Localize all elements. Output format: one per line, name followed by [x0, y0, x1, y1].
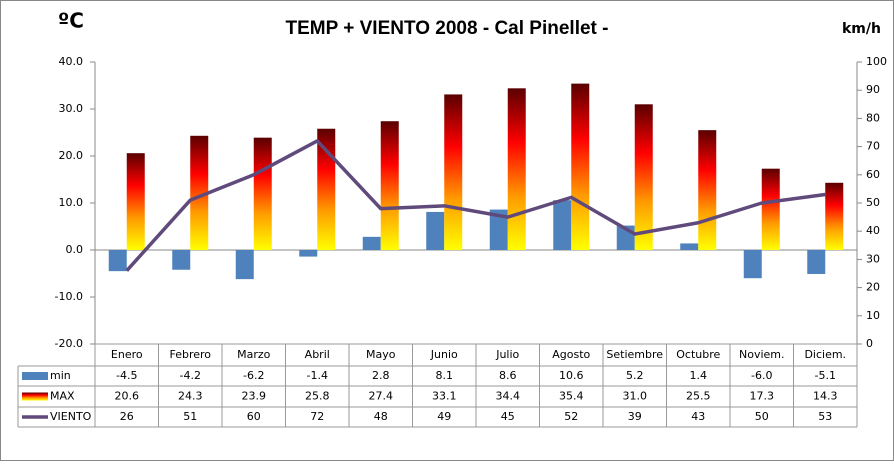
bar [108, 250, 127, 272]
table-value: 50 [755, 410, 769, 423]
table-value: 51 [183, 410, 197, 423]
y-tick-label: 20.0 [59, 149, 84, 162]
bar [190, 135, 209, 250]
bar [553, 200, 572, 250]
bar [743, 250, 762, 279]
y2-tick-label: 10 [866, 309, 880, 322]
x-tick-label: Setiembre [606, 348, 663, 361]
table-value: 33.1 [432, 390, 457, 403]
table-value: 5.2 [626, 369, 644, 382]
table-value: 2.8 [372, 369, 390, 382]
bar [235, 250, 254, 280]
table-value: 60 [247, 410, 261, 423]
bar [807, 250, 826, 274]
table-value: 20.6 [115, 390, 140, 403]
y-tick-label: 30.0 [59, 102, 84, 115]
chart-title: TEMP + VIENTO 2008 - Cal Pinellet - [286, 18, 609, 39]
x-tick-label: Diciem. [804, 348, 846, 361]
y2-tick-label: 40 [866, 224, 880, 237]
x-tick-label: Marzo [237, 348, 271, 361]
bar [317, 128, 336, 250]
table-value: 35.4 [559, 390, 584, 403]
table-value: 24.3 [178, 390, 203, 403]
y2-tick-label: 80 [866, 111, 880, 124]
bar [299, 250, 318, 257]
legend-label: VIENTO [50, 410, 92, 423]
table-value: 72 [310, 410, 324, 423]
bar [698, 130, 717, 250]
y2-tick-label: 30 [866, 252, 880, 265]
y-tick-label: -10.0 [55, 290, 83, 303]
table-value: 14.3 [813, 390, 838, 403]
bar [825, 182, 844, 250]
x-tick-label: Octubre [676, 348, 720, 361]
x-tick-label: Febrero [169, 348, 211, 361]
bar [172, 250, 191, 270]
bar [634, 104, 653, 250]
y2-tick-label: 20 [866, 281, 880, 294]
legend-label: MAX [50, 390, 75, 403]
x-tick-label: Mayo [366, 348, 396, 361]
y2-tick-label: 100 [866, 55, 887, 68]
y2-tick-label: 90 [866, 83, 880, 96]
table-value: -4.2 [180, 369, 201, 382]
table-value: 52 [564, 410, 578, 423]
bar [761, 168, 780, 250]
table-value: 48 [374, 410, 388, 423]
bar [426, 211, 445, 250]
bar [444, 94, 463, 251]
y-tick-label: -20.0 [55, 337, 83, 350]
y-tick-label: 10.0 [59, 196, 84, 209]
y-axis-label: ºC [58, 9, 84, 33]
table-value: -4.5 [116, 369, 137, 382]
legend-key [22, 392, 48, 401]
table-value: 27.4 [369, 390, 394, 403]
bar [571, 83, 590, 251]
bar [362, 236, 381, 250]
table-value: 10.6 [559, 369, 584, 382]
y2-axis-label: km/h [842, 21, 881, 37]
table-value: 34.4 [496, 390, 521, 403]
table-value: 45 [501, 410, 515, 423]
table-value: 8.6 [499, 369, 517, 382]
y2-tick-label: 60 [866, 168, 880, 181]
table-value: 23.9 [242, 390, 267, 403]
table-value: 53 [818, 410, 832, 423]
table-value: -6.0 [751, 369, 772, 382]
y2-tick-label: 0 [866, 337, 873, 350]
bar [489, 209, 508, 250]
y-tick-label: 0.0 [66, 243, 84, 256]
x-tick-label: Abril [305, 348, 330, 361]
y-tick-label: 40.0 [59, 55, 84, 68]
x-tick-label: Julio [495, 348, 519, 361]
x-tick-label: Agosto [552, 348, 590, 361]
table-value: -6.2 [243, 369, 264, 382]
line [125, 139, 826, 272]
table-value: 8.1 [436, 369, 454, 382]
table-value: -1.4 [307, 369, 328, 382]
y2-tick-label: 70 [866, 140, 880, 153]
legend-label: min [50, 369, 71, 382]
table-value: 39 [628, 410, 642, 423]
table-value: 25.5 [686, 390, 711, 403]
bar [126, 153, 145, 250]
table-value: -5.1 [815, 369, 836, 382]
bar [380, 121, 399, 250]
y2-tick-label: 50 [866, 196, 880, 209]
bar [680, 243, 699, 250]
table-value: 31.0 [623, 390, 648, 403]
x-tick-label: Enero [111, 348, 143, 361]
table-value: 49 [437, 410, 451, 423]
x-tick-label: Junio [430, 348, 458, 361]
table-value: 43 [691, 410, 705, 423]
table-value: 25.8 [305, 390, 330, 403]
legend-key [22, 372, 48, 380]
table-value: 26 [120, 410, 134, 423]
bar [253, 137, 272, 250]
table-value: 1.4 [690, 369, 708, 382]
x-tick-label: Noviem. [739, 348, 785, 361]
table-value: 17.3 [750, 390, 775, 403]
bar [507, 88, 526, 250]
